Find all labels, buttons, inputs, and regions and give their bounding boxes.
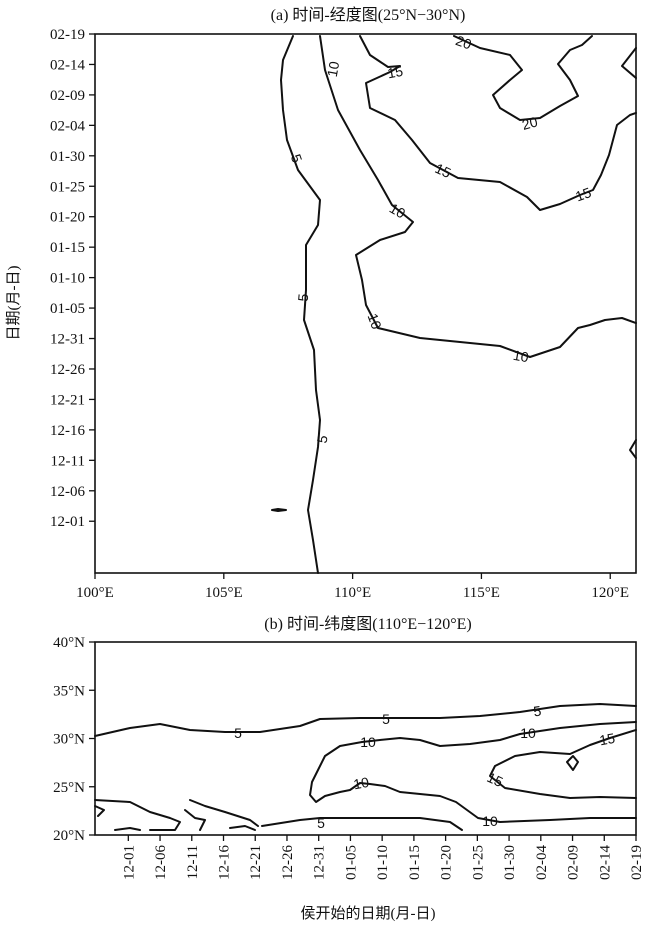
panel-b: (b) 时间-纬度图(110°E−120°E) 20°N 25°N 30°N 35°N… <box>53 615 645 922</box>
b-contour-5-north <box>94 703 637 737</box>
panel-b-x-axis-label: 侯开始的日期(月-日) <box>301 905 436 922</box>
a-ytick-label: 01-20 <box>50 210 85 226</box>
a-clabel-20-bottom: 20 <box>520 113 539 133</box>
b-ytick-label: 40°N <box>53 635 85 651</box>
a-contour-10 <box>319 35 637 358</box>
a-ytick-label: 01-25 <box>50 179 85 195</box>
panel-b-y-axis: 20°N 25°N 30°N 35°N 40°N <box>53 635 95 844</box>
a-ytick-label: 02-04 <box>50 118 85 134</box>
panel-b-contour-labels: 5 5 5 10 10 15 10 15 5 10 <box>234 703 616 831</box>
a-ytick-label: 12-16 <box>50 423 85 439</box>
a-ytick-label: 01-05 <box>50 301 85 317</box>
b-xtick-label: 01-25 <box>470 845 486 880</box>
b-xtick-label: 12-31 <box>312 845 328 880</box>
panel-a-contours <box>271 35 637 574</box>
b-ytick-label: 25°N <box>53 780 85 796</box>
panel-a-x-axis: 100°E 105°E 110°E 115°E 120°E <box>76 573 629 601</box>
a-contour-20 <box>453 35 593 121</box>
a-clabel-10-lower: 10 <box>365 311 385 331</box>
a-ytick-label: 12-06 <box>50 484 85 500</box>
b-contour-15-small <box>566 755 579 771</box>
b-xtick-label: 12-01 <box>121 845 137 880</box>
a-ytick-label: 01-10 <box>50 271 85 287</box>
panel-b-title: (b) 时间-纬度图(110°E−120°E) <box>264 615 471 633</box>
panel-b-x-axis: 12-01 12-06 12-11 12-16 12-21 12-26 12-31 01-05… <box>121 835 645 880</box>
b-clabel-5-east: 5 <box>532 703 542 720</box>
a-clabel-15-left: 15 <box>433 160 454 181</box>
a-ytick-label: 12-31 <box>50 332 85 348</box>
a-clabel-15-top: 15 <box>386 63 404 81</box>
a-ytick-label: 12-26 <box>50 362 85 378</box>
b-clabel-5-west: 5 <box>234 725 242 741</box>
b-xtick-label: 12-21 <box>248 845 264 880</box>
a-clabel-10-middle: 10 <box>387 200 409 222</box>
b-contour-5-south <box>94 799 463 831</box>
b-contour-5-bump <box>184 809 256 831</box>
b-clabel-15-west: 15 <box>485 769 506 790</box>
panel-a-contour-labels: 10 15 20 20 5 10 15 15 5 10 10 5 <box>288 32 594 444</box>
a-clabel-10-bottom: 10 <box>512 347 530 365</box>
panel-a: (a) 时间-经度图(25°N−30°N) 12-0112-0612-1112-… <box>5 6 637 601</box>
b-contour-10-loop <box>309 733 637 823</box>
a-clabel-10-top: 10 <box>324 60 342 78</box>
a-ytick-label: 12-01 <box>50 514 85 530</box>
b-xtick-label: 12-06 <box>153 845 169 880</box>
a-xtick-label: 120°E <box>591 585 629 601</box>
panel-b-contours <box>94 703 637 831</box>
b-contour-5-left-edge <box>94 805 141 831</box>
b-xtick-label: 01-30 <box>502 845 518 880</box>
b-ytick-label: 35°N <box>53 683 85 699</box>
b-contour-15 <box>489 729 637 799</box>
b-ytick-label: 30°N <box>53 732 85 748</box>
b-xtick-label: 01-20 <box>439 845 455 880</box>
b-clabel-15-east: 15 <box>598 730 616 748</box>
a-contour-15-edge <box>629 439 637 459</box>
a-ytick-label: 12-11 <box>51 453 85 469</box>
b-xtick-label: 02-14 <box>597 845 613 880</box>
a-ytick-label: 02-14 <box>50 57 85 73</box>
b-xtick-label: 02-04 <box>534 845 550 880</box>
b-clabel-10-south: 10 <box>482 813 498 829</box>
b-xtick-label: 01-10 <box>375 845 391 880</box>
a-ytick-label: 02-09 <box>50 88 85 104</box>
b-xtick-label: 01-05 <box>343 845 359 880</box>
a-clabel-5-lower: 5 <box>314 434 331 445</box>
panel-a-y-axis: 12-01 12-06 12-11 12-16 12-21 12-26 12-31 01-05… <box>50 27 95 530</box>
b-xtick-label: 01-15 <box>407 845 423 880</box>
a-contour-5-small <box>271 508 287 512</box>
a-contour-20-edge <box>621 47 637 79</box>
a-contour-5 <box>280 35 321 574</box>
b-clabel-10-north: 10 <box>520 725 536 741</box>
a-contour-15 <box>359 35 637 211</box>
panel-a-frame <box>94 33 637 574</box>
a-xtick-label: 105°E <box>205 585 243 601</box>
a-ytick-label: 12-21 <box>50 392 85 408</box>
a-ytick-label: 01-15 <box>50 240 85 256</box>
a-xtick-label: 100°E <box>76 585 114 601</box>
b-clabel-10-lower: 10 <box>352 774 370 792</box>
a-xtick-label: 110°E <box>334 585 371 601</box>
a-ytick-label: 01-30 <box>50 149 85 165</box>
b-xtick-label: 02-09 <box>566 845 582 880</box>
b-contour-10-north <box>519 721 637 735</box>
b-xtick-label: 02-19 <box>629 845 645 880</box>
b-clabel-5-south: 5 <box>317 815 325 831</box>
b-xtick-label: 12-16 <box>217 845 233 880</box>
panel-a-title: (a) 时间-经度图(25°N−30°N) <box>271 6 466 24</box>
panel-a-y-axis-label: 日期(月-日) <box>5 266 22 341</box>
a-clabel-5-middle: 5 <box>295 293 312 302</box>
b-xtick-label: 12-26 <box>280 845 296 880</box>
b-clabel-10-upper: 10 <box>360 734 376 750</box>
a-xtick-label: 115°E <box>463 585 500 601</box>
b-ytick-label: 20°N <box>53 828 85 844</box>
a-clabel-15-right: 15 <box>573 184 593 204</box>
a-ytick-label: 02-19 <box>50 27 85 43</box>
b-xtick-label: 12-11 <box>185 845 201 879</box>
b-clabel-5-center: 5 <box>382 711 390 727</box>
a-clabel-20-top: 20 <box>454 32 474 52</box>
a-clabel-5-upper: 5 <box>288 152 306 165</box>
